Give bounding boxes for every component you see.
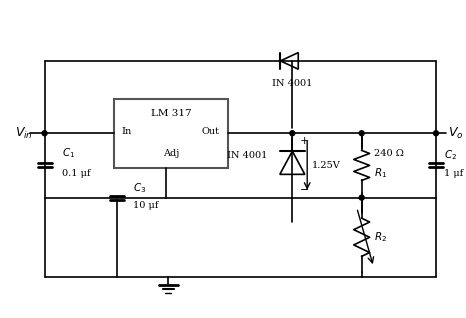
Text: IN 4001: IN 4001 bbox=[272, 79, 313, 88]
Text: $C_2$: $C_2$ bbox=[444, 149, 457, 162]
Text: IN 4001: IN 4001 bbox=[227, 151, 267, 160]
Circle shape bbox=[42, 131, 47, 136]
Circle shape bbox=[433, 131, 439, 136]
Circle shape bbox=[359, 131, 364, 136]
Text: 1 μf: 1 μf bbox=[444, 169, 463, 178]
Text: $C_1$: $C_1$ bbox=[62, 147, 75, 161]
Polygon shape bbox=[281, 52, 298, 69]
Text: +: + bbox=[300, 136, 309, 146]
Polygon shape bbox=[280, 151, 305, 174]
Text: $V_o$: $V_o$ bbox=[448, 126, 463, 141]
Text: LM 317: LM 317 bbox=[151, 109, 191, 118]
Text: 240 Ω: 240 Ω bbox=[374, 149, 404, 158]
Text: Adj: Adj bbox=[163, 149, 179, 157]
Text: 1.25V: 1.25V bbox=[312, 161, 341, 170]
Text: −: − bbox=[300, 185, 309, 195]
Text: $V_{in}$: $V_{in}$ bbox=[15, 126, 33, 141]
Text: $C_3$: $C_3$ bbox=[133, 181, 146, 195]
Text: 0.1 μf: 0.1 μf bbox=[62, 169, 91, 178]
Text: $R_1$: $R_1$ bbox=[374, 166, 387, 180]
Text: $R_2$: $R_2$ bbox=[374, 230, 387, 244]
Text: In: In bbox=[122, 127, 132, 136]
Circle shape bbox=[359, 195, 364, 200]
Text: 10 μf: 10 μf bbox=[133, 201, 158, 210]
Text: Out: Out bbox=[202, 127, 220, 136]
Circle shape bbox=[290, 131, 295, 136]
FancyBboxPatch shape bbox=[114, 99, 228, 168]
